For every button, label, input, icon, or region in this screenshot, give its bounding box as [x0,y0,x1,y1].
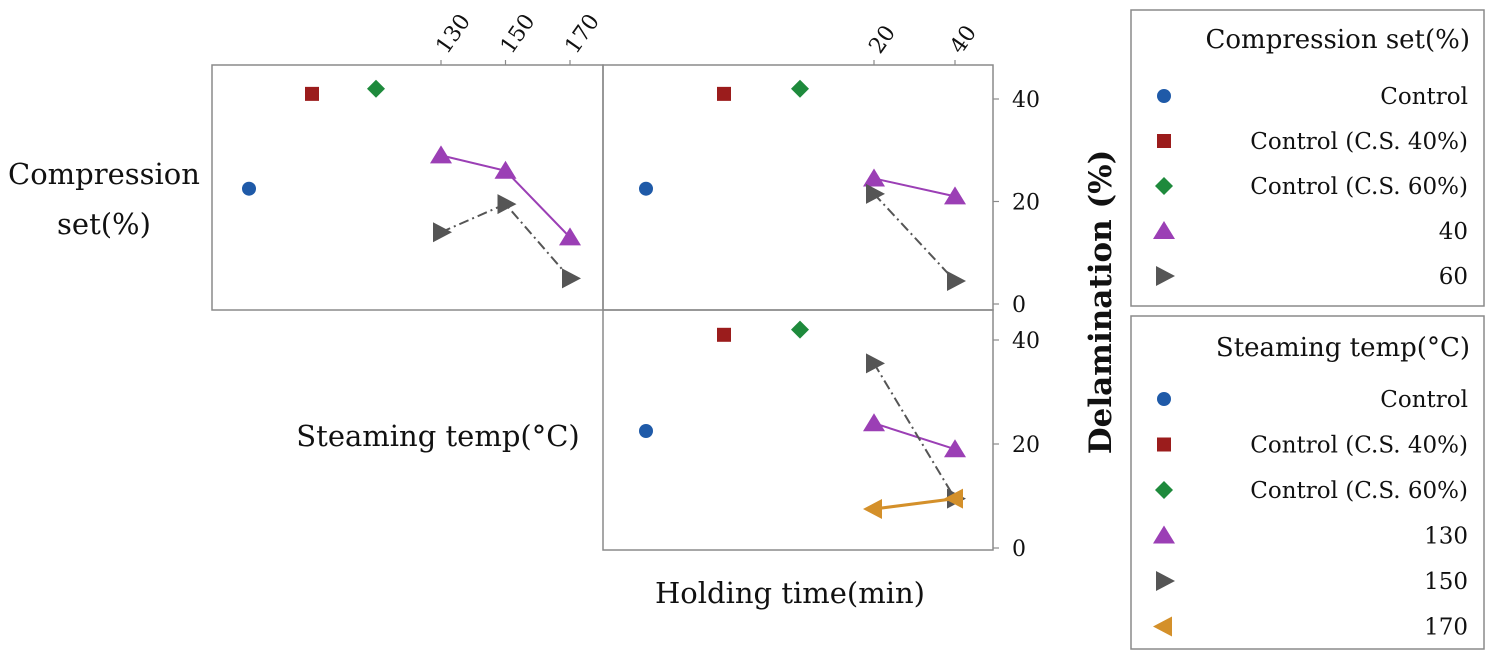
series-line-compression_vs_temp-60 [440,202,571,280]
y-tick-label: 0 [1012,293,1026,318]
legend-label: 170 [1424,615,1468,641]
legend-label: 150 [1424,569,1468,595]
series-line-steaming_vs_time-170 [873,497,956,511]
legend-marker-diamond [1155,177,1173,195]
data-point-compression_vs_temp-40 [559,227,581,246]
data-point-compression_vs_temp-60 [497,194,517,215]
legend-label: Control [1380,387,1468,413]
y-tick-label: 0 [1012,537,1026,562]
legend-label: 60 [1439,264,1468,290]
data-point-compression_vs_temp-60 [433,222,452,243]
control-point-upper-right [791,79,809,98]
legend-label: Control (C.S. 60%) [1250,478,1468,504]
control-point-upper-left [242,181,256,196]
legend-marker-square [1157,134,1171,148]
y-tick-label: 20 [1012,191,1040,216]
legend-marker-triangle-up [1153,525,1175,544]
legend-title: Steaming temp(°C) [1216,333,1470,363]
x-axis-label: Holding time(min) [655,576,925,610]
control-point-upper-right [639,181,653,196]
top-tick-label: 150 [496,10,541,59]
data-point-compression_vs_time-40 [944,186,966,205]
data-point-compression_vs_time-60 [866,183,885,204]
series-line-compression_vs_time-40 [873,177,956,198]
control-point-upper-left [305,86,319,101]
legend-box-0 [1130,9,1485,307]
y-tick-label: 40 [1012,329,1040,354]
legend-marker-triangle-up [1153,221,1175,239]
legend-label: Control (C.S. 60%) [1250,174,1468,200]
series-line-steaming_vs_time-150 [873,362,956,500]
panel-frames [211,64,994,551]
data-marks [242,79,966,519]
row-label-compression-1: Compression [8,157,200,191]
row-label-steaming: Steaming temp(°C) [296,419,579,453]
legend-marker-square [1157,437,1171,452]
data-point-steaming_vs_time-170 [863,499,882,519]
legend-label: Control (C.S. 40%) [1250,129,1468,155]
legend-title: Compression set(%) [1206,25,1471,55]
legend-box-1 [1130,315,1485,650]
control-point-lower [791,320,809,339]
y-axis-label: Delamination (%) [1083,150,1119,455]
legend-label: Control [1380,84,1468,110]
y-tick-label: 40 [1012,88,1040,113]
legend-label: 40 [1439,219,1468,245]
data-point-compression_vs_time-40 [863,168,885,187]
legend-marker-diamond [1155,481,1173,499]
legends: Compression set(%) Control Control (C.S. 4… [1130,9,1485,650]
y-tick-label: 20 [1012,433,1040,458]
panel-frame-compression_vs_temp [211,64,604,311]
panel-frame-compression_vs_time [602,64,994,311]
series-line-compression_vs_time-60 [873,193,956,282]
top-tick-label: 20 [864,21,901,58]
top-tick-label: 130 [431,10,476,59]
legend-marker-triangle-right [1156,266,1175,286]
legend-marker-circle [1157,89,1171,103]
data-point-compression_vs_temp-60 [562,268,581,289]
data-point-compression_vs_time-60 [947,270,966,291]
top-tick-label: 40 [945,21,982,58]
top-tick-label: 170 [560,10,605,59]
legend-label: Control (C.S. 40%) [1250,433,1468,459]
data-point-compression_vs_temp-40 [430,145,452,164]
data-point-steaming_vs_time-170 [944,488,963,509]
legend-marker-triangle-right [1156,571,1175,591]
control-point-lower [639,424,653,438]
panel-frame-steaming_vs_time [602,309,994,551]
legend-marker-circle [1157,392,1171,406]
data-point-compression_vs_temp-40 [494,160,517,179]
data-point-steaming_vs_time-130 [944,439,966,458]
control-point-upper-left [367,79,385,98]
control-point-lower [717,327,731,342]
data-point-steaming_vs_time-130 [863,413,885,432]
legend-label: 130 [1424,524,1468,550]
row-label-compression-2: set(%) [57,207,151,241]
data-point-steaming_vs_time-150 [866,353,885,374]
series-line-steaming_vs_time-130 [873,422,956,451]
control-point-upper-right [717,86,731,101]
legend-marker-triangle-left [1153,616,1172,637]
